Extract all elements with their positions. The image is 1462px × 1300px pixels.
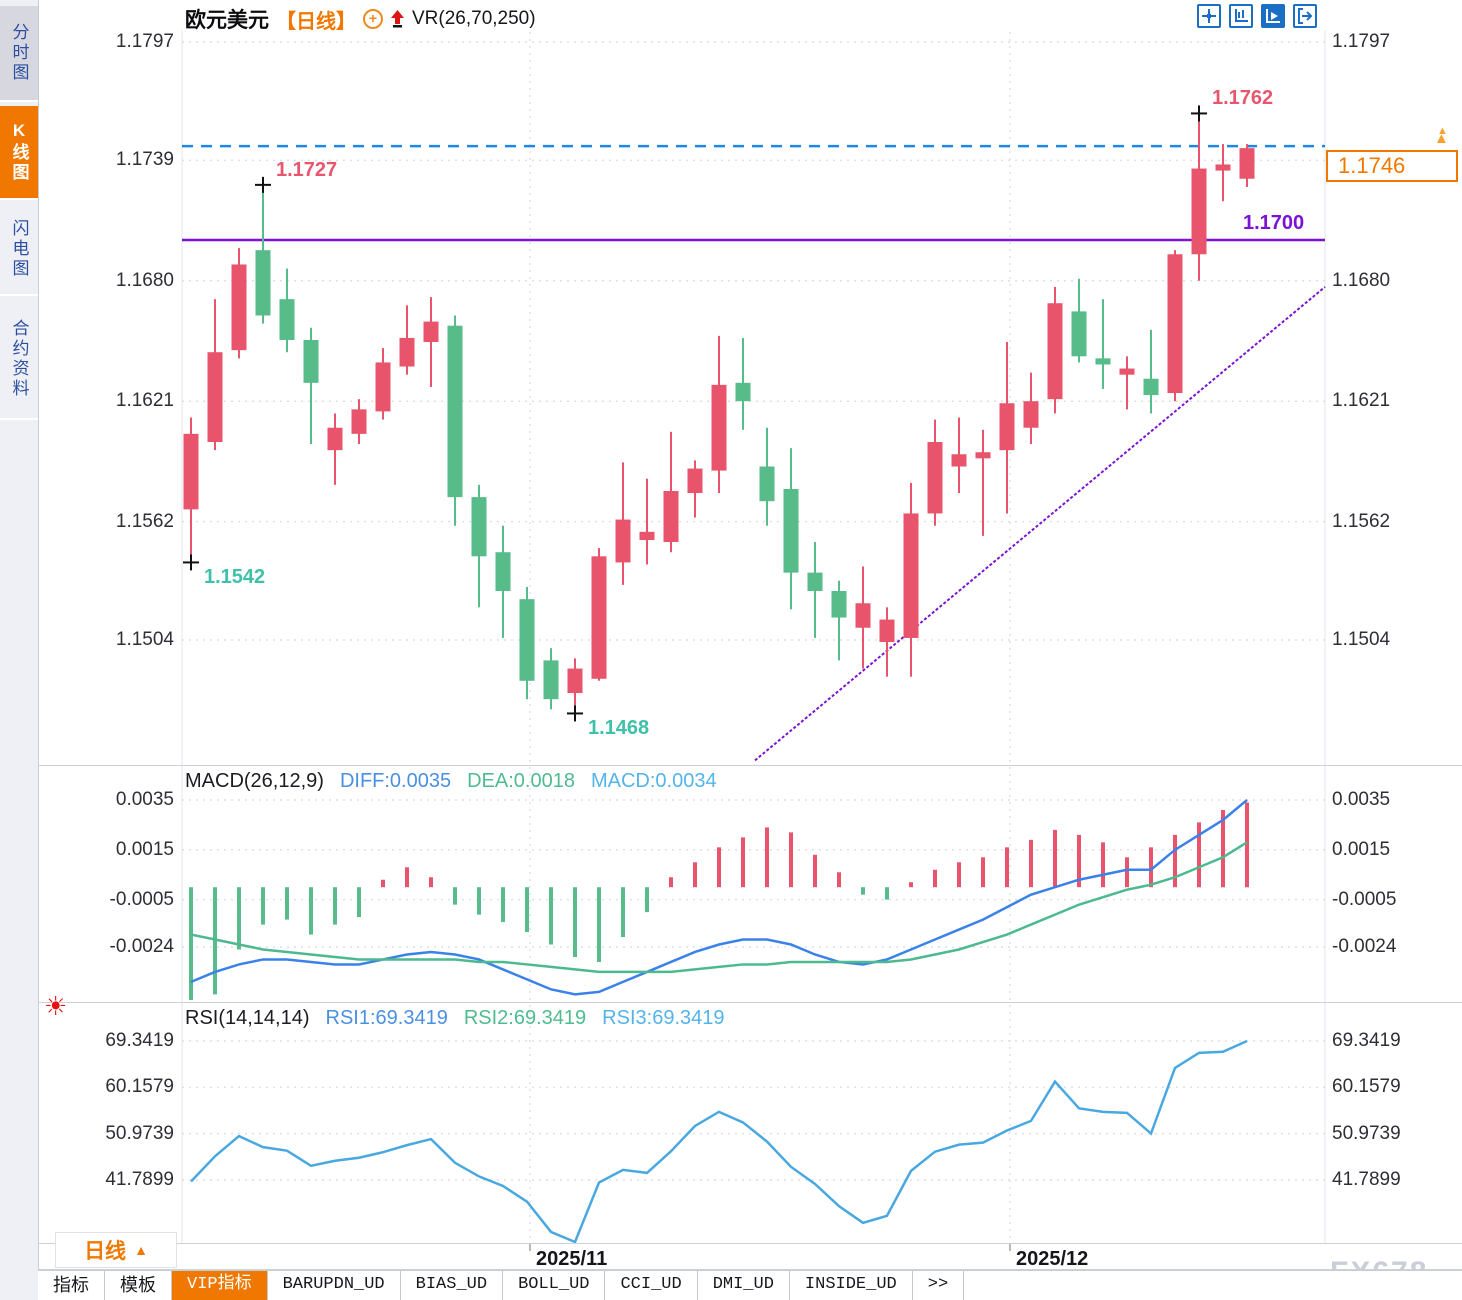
rsi-axis-tick: 41.7899 <box>105 1168 174 1190</box>
rsi3-value: RSI3:69.3419 <box>602 1007 725 1029</box>
macd-axis-tick: -0.0024 <box>109 935 174 957</box>
price-up-arrow-icon: ▲ <box>1437 125 1448 137</box>
rsi-axis-tick: 41.7899 <box>1332 1168 1401 1190</box>
panel-separator <box>38 1002 1462 1003</box>
tab->>[interactable]: >> <box>913 1271 965 1300</box>
rsi-axis-tick: 50.9739 <box>1332 1122 1401 1144</box>
macd-axis-tick: 0.0015 <box>115 838 174 860</box>
macd-axis-tick: -0.0005 <box>109 888 174 910</box>
chevron-up-icon: ▲ <box>134 1242 148 1258</box>
price-axis-tick: 1.1504 <box>1332 628 1391 650</box>
rsi-axis-tick: 50.9739 <box>105 1122 174 1144</box>
tab-bias_ud[interactable]: BIAS_UD <box>401 1271 504 1300</box>
sidebar: 分时图 K线图闪电图合约资料 <box>0 0 39 1300</box>
current-price-box: 1.1746 <box>1326 150 1458 182</box>
up-arrow-icon <box>391 10 404 28</box>
price-up-arrow-icon: ▲ <box>1434 130 1449 147</box>
chart-play-tool-button[interactable] <box>1261 4 1285 28</box>
price-axis-tick: 1.1621 <box>115 390 174 412</box>
price-axis-tick: 1.1797 <box>1332 31 1391 52</box>
rsi-name: RSI(14,14,14) <box>185 1007 310 1029</box>
date-axis-label: 2025/12 <box>1016 1248 1089 1270</box>
macd-macd-value: MACD:0.0034 <box>590 770 717 792</box>
sidebar-item-3[interactable]: 闪电图 <box>0 204 38 296</box>
price-axis-tick: 1.1797 <box>115 31 174 52</box>
tab-dmi_ud[interactable]: DMI_UD <box>698 1271 790 1300</box>
price-axis-tick: 1.1562 <box>1332 510 1391 532</box>
price-axis-tick: 1.1680 <box>115 269 174 291</box>
period-selector[interactable]: 日线 ▲ <box>55 1232 177 1268</box>
price-axis-tick: 1.1562 <box>115 510 174 532</box>
tab-vip-[interactable]: VIP指标 <box>172 1271 268 1300</box>
support-level-label: 1.1700 <box>1243 212 1305 234</box>
macd-axis-tick: 0.0015 <box>1332 838 1391 860</box>
macd-diff-line <box>190 799 1248 996</box>
macd-axis-tick: 0.0035 <box>1332 789 1391 810</box>
move-tool-button[interactable] <box>1197 4 1221 28</box>
add-indicator-icon[interactable]: + <box>363 9 383 29</box>
macd-diff-value: DIFF:0.0035 <box>339 770 452 792</box>
sidebar-item-1[interactable]: 分时图 <box>0 6 38 102</box>
price-axis-tick: 1.1504 <box>115 628 174 650</box>
chart-toolbar <box>1197 4 1317 28</box>
rsi-axis-tick: 69.3419 <box>105 1030 174 1051</box>
rsi-axis-tick: 60.1579 <box>105 1076 174 1098</box>
tab--[interactable]: 指标 <box>38 1271 105 1300</box>
axis-scale-tool-button[interactable] <box>1229 4 1253 28</box>
price-axis-tick: 1.1680 <box>1332 269 1391 291</box>
period-label: 日线 <box>84 1240 127 1263</box>
price-axis-tick: 1.1621 <box>1332 390 1391 412</box>
tab-inside_ud[interactable]: INSIDE_UD <box>790 1271 913 1300</box>
rsi-axis-tick: 69.3419 <box>1332 1030 1401 1051</box>
tab--[interactable]: 模板 <box>105 1271 172 1300</box>
swing-high-label: 1.1762 <box>1212 87 1274 110</box>
exit-right-tool-button[interactable] <box>1293 4 1317 28</box>
swing-high-label: 1.1727 <box>276 158 338 181</box>
period-tag: 【日线】 <box>276 10 356 33</box>
tab-barupdn_ud[interactable]: BARUPDN_UD <box>268 1271 401 1300</box>
rsi1-value: RSI1:69.3419 <box>325 1007 448 1029</box>
macd-dea-value: DEA:0.0018 <box>467 770 575 792</box>
swing-low-label: 1.1542 <box>204 566 266 589</box>
macd-axis-tick: 0.0035 <box>115 789 174 810</box>
indicator-tab-bar: 指标 模板 VIP指标 BARUPDN_UD BIAS_UD BOLL_UD CCI_UD D… <box>38 1270 1462 1300</box>
sidebar-item-2[interactable]: K线图 <box>0 106 38 200</box>
macd-name: MACD(26,12,9) <box>185 770 324 792</box>
panel-separator <box>38 1269 1462 1270</box>
rsi-line <box>190 1039 1248 1244</box>
chart-title-row: 欧元美元 【日线】 + VR(26,70,250) <box>185 6 536 33</box>
tab-cci_ud[interactable]: CCI_UD <box>605 1271 698 1300</box>
date-axis-label: 2025/11 <box>536 1248 608 1270</box>
rsi2-value: RSI2:69.3419 <box>463 1007 587 1029</box>
candles <box>183 113 1255 714</box>
rsi-axis-tick: 60.1579 <box>1332 1076 1401 1098</box>
panel-separator <box>38 1243 1462 1244</box>
symbol-title: 欧元美元 <box>185 9 269 32</box>
sidebar-item-4[interactable]: 合约资料 <box>0 300 38 420</box>
macd-dea-line <box>190 841 1248 974</box>
swing-low-label: 1.1468 <box>588 717 650 740</box>
indicator-settings-icon[interactable]: ☀ <box>44 991 68 1021</box>
price-axis-tick: 1.1739 <box>115 149 174 171</box>
vr-indicator-label: VR(26,70,250) <box>412 8 536 29</box>
macd-histogram <box>189 802 1249 1000</box>
trendline <box>754 286 1326 762</box>
macd-axis-tick: -0.0024 <box>1332 935 1397 957</box>
rsi-header: RSI(14,14,14) RSI1:69.3419 RSI2:69.3419 … <box>185 1007 725 1030</box>
panel-separator <box>38 765 1462 766</box>
macd-header: MACD(26,12,9) DIFF:0.0035 DEA:0.0018 MAC… <box>185 770 717 793</box>
current-price-value: 1.1746 <box>1338 153 1406 178</box>
macd-axis-tick: -0.0005 <box>1332 888 1397 910</box>
tab-boll_ud[interactable]: BOLL_UD <box>503 1271 606 1300</box>
